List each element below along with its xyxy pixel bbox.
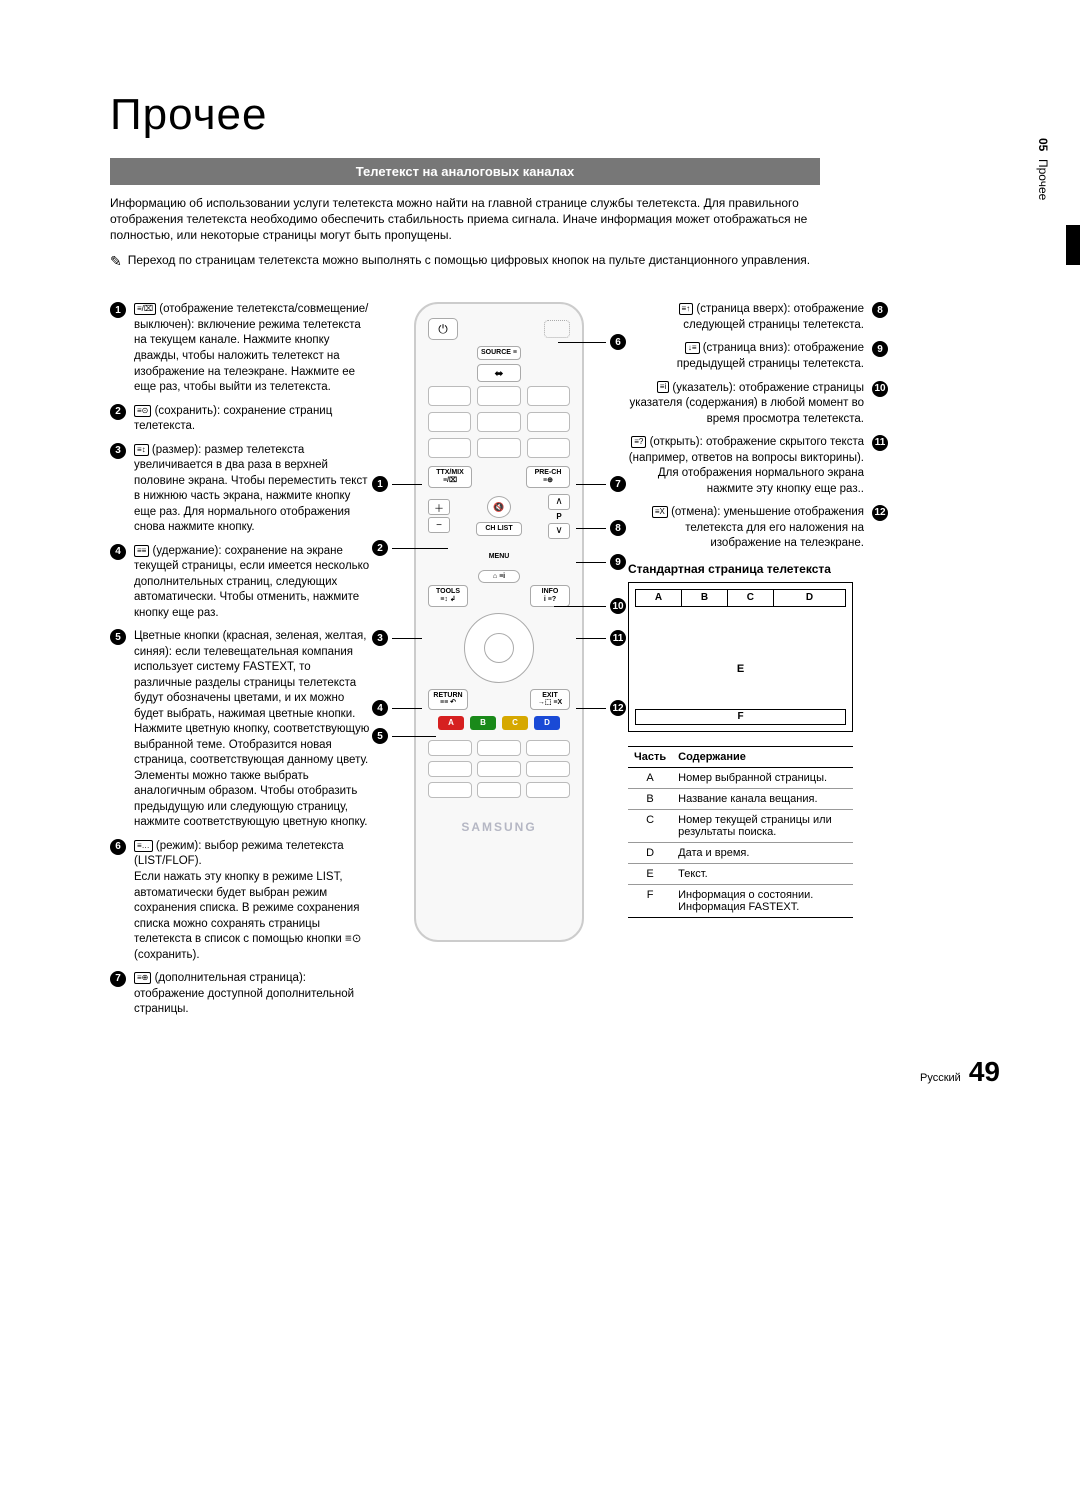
- side-tab-num: 05: [1036, 138, 1050, 151]
- item-text: ≡⊙ (сохранить): сохранение страниц телет…: [134, 404, 370, 435]
- list-item: 4 ≡≡ (удержание): сохранение на экране т…: [110, 544, 370, 622]
- list-item: ≡i (указатель): отображение страницы ука…: [628, 381, 888, 428]
- pre-ch-button[interactable]: PRE-CH≡⊕: [526, 466, 570, 487]
- callout-6: 6: [558, 334, 626, 350]
- item-bullet: 11: [872, 435, 888, 451]
- note-icon: ✎: [110, 252, 122, 271]
- menu-label: MENU: [489, 553, 510, 560]
- volume-rocker[interactable]: ＋ −: [428, 499, 450, 533]
- section-banner: Телетекст на аналоговых каналах: [110, 158, 820, 185]
- edge-tab: [1066, 225, 1080, 265]
- item-text: ≡↕ (размер): размер телетекста увеличива…: [134, 443, 370, 536]
- source-button[interactable]: SOURCE ≡: [477, 346, 521, 360]
- item-bullet: 12: [872, 505, 888, 521]
- power-button[interactable]: ⏻: [428, 318, 458, 340]
- mute-button[interactable]: 🔇: [487, 496, 511, 518]
- list-item: 3 ≡↕ (размер): размер телетекста увеличи…: [110, 443, 370, 536]
- item-bullet: 8: [872, 302, 888, 318]
- standard-page-diagram: A B C D E F: [628, 582, 853, 732]
- item-text: ≡X (отмена): уменьшение отображения теле…: [628, 505, 864, 552]
- page-footer: Русский 49: [110, 1056, 1010, 1088]
- callout-11: 11: [576, 630, 626, 646]
- item-text: ≡i (указатель): отображение страницы ука…: [628, 381, 864, 428]
- item-text: ≡? (открыть): отображение скрытого текст…: [628, 435, 864, 497]
- list-item: 1 ≡/⌧ (отображение телетекста/совмещение…: [110, 302, 370, 395]
- green-button[interactable]: B: [470, 716, 496, 730]
- item-text: ≡/⌧ (отображение телетекста/совмещение/в…: [134, 302, 370, 395]
- list-item: ≡↑ (страница вверх): отображение следующ…: [628, 302, 888, 333]
- yellow-button[interactable]: C: [502, 716, 528, 730]
- right-column: ≡↑ (страница вверх): отображение следующ…: [628, 302, 888, 917]
- input-button[interactable]: ⬌: [477, 364, 521, 382]
- list-item: ≡X (отмена): уменьшение отображения теле…: [628, 505, 888, 552]
- side-tab-label: Прочее: [1036, 159, 1050, 200]
- item-text: ↓≡ (страница вниз): отображение предыдущ…: [628, 341, 864, 372]
- list-item: ↓≡ (страница вниз): отображение предыдущ…: [628, 341, 888, 372]
- th-content: Содержание: [672, 746, 853, 767]
- brand-logo: SAMSUNG: [428, 820, 570, 834]
- item-bullet: 9: [872, 341, 888, 357]
- callout-10: 10: [554, 598, 626, 614]
- callout-3: 3: [372, 630, 422, 646]
- intro-paragraph: Информацию об использовании услуги телет…: [110, 195, 850, 244]
- item-bullet: 3: [110, 443, 126, 459]
- item-bullet: 7: [110, 971, 126, 987]
- side-tab: 05 Прочее: [1036, 138, 1050, 201]
- item-bullet: 2: [110, 404, 126, 420]
- number-pad[interactable]: [428, 386, 570, 458]
- media-buttons[interactable]: [428, 740, 570, 798]
- callout-12: 12: [576, 700, 626, 716]
- table-row: CНомер текущей страницы или результаты п…: [628, 809, 853, 842]
- remote-column: 1 2 3 4 5 6 7 8 9 10 11 12 ⏻ SOURCE ≡: [384, 302, 614, 942]
- table-row: DДата и время.: [628, 842, 853, 863]
- callout-8: 8: [576, 520, 626, 536]
- channel-rocker[interactable]: ∧ P ∨: [548, 494, 570, 539]
- footer-lang: Русский: [920, 1072, 961, 1084]
- list-item: ≡? (открыть): отображение скрытого текст…: [628, 435, 888, 497]
- color-buttons[interactable]: A B C D: [428, 716, 570, 730]
- ttx-mix-button[interactable]: TTX/MIX≡/⌧: [428, 466, 472, 487]
- callout-7: 7: [576, 476, 626, 492]
- exit-button[interactable]: EXIT→⬚ ≡X: [530, 689, 570, 710]
- table-row: FИнформация о состоянии. Информация FAST…: [628, 884, 853, 917]
- item-bullet: 4: [110, 544, 126, 560]
- table-row: EТекст.: [628, 863, 853, 884]
- item-text: ≡… (режим): выбор режима телетекста (LIS…: [134, 839, 370, 963]
- standard-page-title: Стандартная страница телетекста: [628, 562, 888, 576]
- list-item: 5 Цветные кнопки (красная, зеленая, желт…: [110, 629, 370, 831]
- chapter-title: Прочее: [110, 90, 1010, 140]
- footer-page-number: 49: [969, 1056, 1000, 1088]
- list-item: 6 ≡… (режим): выбор режима телетекста (L…: [110, 839, 370, 963]
- table-row: BНазвание канала вещания.: [628, 788, 853, 809]
- note-row: ✎ Переход по страницам телетекста можно …: [110, 252, 850, 271]
- left-column: 1 ≡/⌧ (отображение телетекста/совмещение…: [110, 302, 370, 1025]
- remote-control: 1 2 3 4 5 6 7 8 9 10 11 12 ⏻ SOURCE ≡: [414, 302, 584, 942]
- blue-button[interactable]: D: [534, 716, 560, 730]
- list-item: 7 ≡⊕ (дополнительная страница): отображе…: [110, 971, 370, 1018]
- item-text: ≡≡ (удержание): сохранение на экране тек…: [134, 544, 370, 622]
- item-text: ≡⊕ (дополнительная страница): отображени…: [134, 971, 370, 1018]
- callout-9: 9: [576, 554, 626, 570]
- item-bullet: 5: [110, 629, 126, 645]
- item-text: Цветные кнопки (красная, зеленая, желтая…: [134, 629, 370, 831]
- callout-4: 4: [372, 700, 422, 716]
- ch-list-button[interactable]: CH LIST: [476, 522, 522, 536]
- list-item: 2 ≡⊙ (сохранить): сохранение страниц тел…: [110, 404, 370, 435]
- red-button[interactable]: A: [438, 716, 464, 730]
- th-part: Часть: [628, 746, 672, 767]
- callout-5: 5: [372, 728, 436, 744]
- item-text: ≡↑ (страница вверх): отображение следующ…: [628, 302, 864, 333]
- table-row: AНомер выбранной страницы.: [628, 767, 853, 788]
- d-pad[interactable]: [444, 613, 554, 683]
- item-bullet: 6: [110, 839, 126, 855]
- guide-button[interactable]: ⌂ ≡i: [478, 570, 520, 584]
- return-button[interactable]: RETURN≡≡ ↶: [428, 689, 468, 710]
- item-bullet: 10: [872, 381, 888, 397]
- item-bullet: 1: [110, 302, 126, 318]
- callout-1: 1: [372, 476, 422, 492]
- note-text: Переход по страницам телетекста можно вы…: [128, 252, 810, 268]
- content-table: Часть Содержание AНомер выбранной страни…: [628, 746, 853, 918]
- tools-button[interactable]: TOOLS≡↕ ↲: [428, 585, 468, 606]
- callout-2: 2: [372, 540, 448, 556]
